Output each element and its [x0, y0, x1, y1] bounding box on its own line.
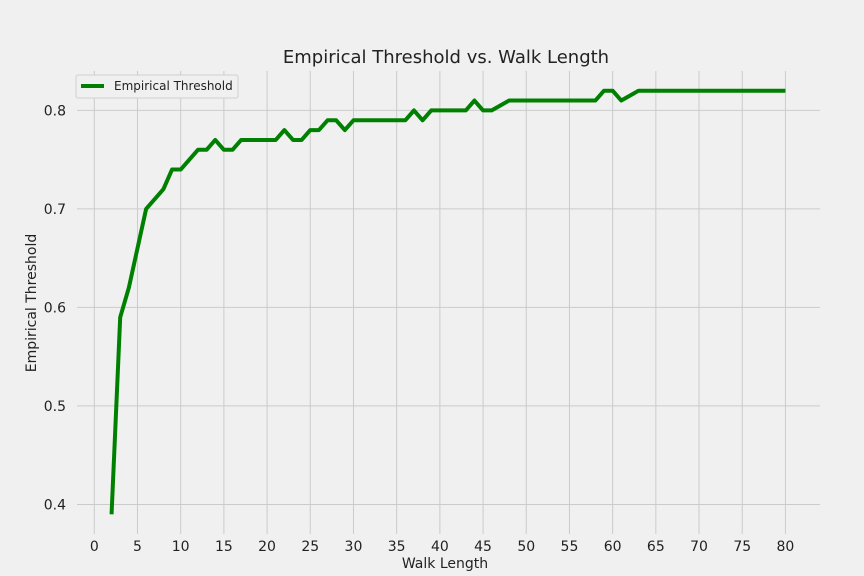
x-tick-label: 50	[517, 539, 535, 555]
x-tick-label: 65	[647, 539, 665, 555]
x-tick-label: 45	[474, 539, 492, 555]
x-tick-label: 25	[301, 539, 319, 555]
legend: Empirical Threshold	[75, 74, 239, 99]
y-tick-label: 0.7	[44, 202, 66, 218]
x-tick-label: 70	[690, 539, 708, 555]
x-tick-label: 5	[133, 539, 142, 555]
y-tick-label: 0.6	[44, 300, 66, 316]
x-tick-label: 80	[777, 539, 795, 555]
chart-title: Empirical Threshold vs. Walk Length	[283, 47, 609, 68]
x-tick-label: 20	[258, 539, 276, 555]
x-tick-label: 40	[431, 539, 449, 555]
y-tick-label: 0.8	[44, 103, 66, 119]
series-line-empirical-threshold	[109, 88, 786, 515]
x-tick-label: 10	[172, 539, 190, 555]
x-tick-label: 55	[561, 539, 579, 555]
legend-box	[75, 74, 239, 99]
x-tick-labels: 0 5 10 15 20 25 30 35 40 45 50 55 60 65 70 75 80	[90, 539, 795, 555]
x-tick-label: 15	[215, 539, 233, 555]
x-tick-label: 30	[345, 539, 363, 555]
y-axis-title: Empirical Threshold	[24, 234, 40, 373]
y-gridlines	[77, 109, 820, 505]
x-gridlines	[93, 71, 786, 534]
x-tick-label: 0	[90, 539, 99, 555]
x-tick-label: 60	[604, 539, 622, 555]
legend-label: Empirical Threshold	[114, 79, 233, 93]
y-tick-label: 0.5	[44, 399, 66, 415]
x-tick-label: 35	[388, 539, 406, 555]
x-tick-label: 75	[733, 539, 751, 555]
y-tick-labels: 0.4 0.5 0.6 0.7 0.8	[44, 103, 66, 513]
x-axis-title: Walk Length	[402, 556, 488, 572]
y-tick-label: 0.4	[44, 497, 66, 513]
